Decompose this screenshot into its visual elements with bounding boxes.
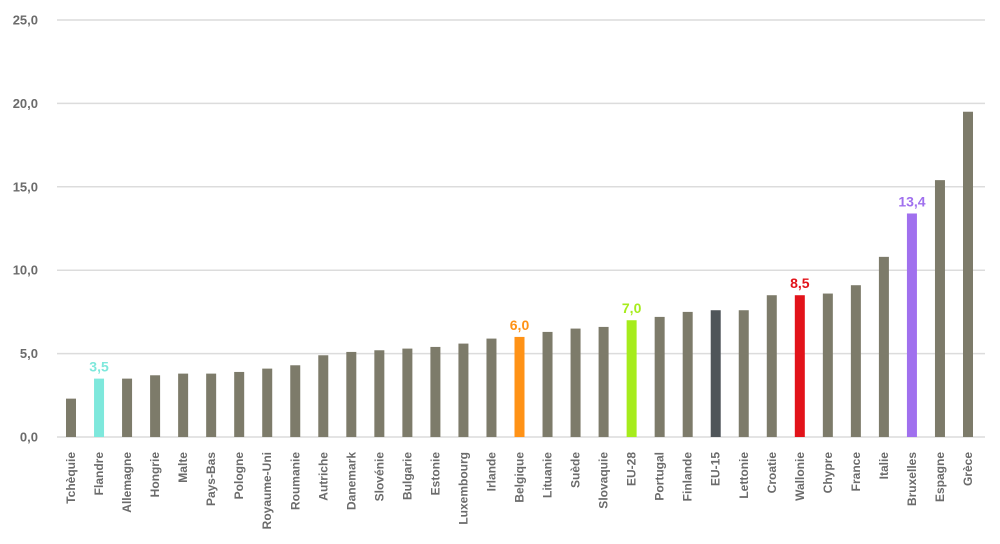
bar — [402, 348, 413, 437]
bar — [850, 285, 861, 437]
x-category-label: Grèce — [961, 452, 975, 486]
bar — [766, 295, 777, 437]
x-category-label: Slovénie — [372, 452, 386, 502]
bar — [682, 311, 693, 437]
bar — [738, 310, 749, 437]
x-category-label: Estonie — [428, 452, 442, 496]
x-category-label: Hongrie — [148, 452, 162, 498]
x-category-label: Autriche — [316, 452, 330, 501]
bar — [458, 343, 469, 437]
bar — [906, 213, 917, 437]
x-category-label: France — [849, 452, 863, 492]
x-category-label: Pays-Bas — [204, 452, 218, 506]
x-category-label: Lituanie — [541, 452, 555, 498]
bar — [178, 373, 189, 437]
x-category-label: Belgique — [513, 452, 527, 503]
x-category-label: Flandre — [92, 452, 106, 496]
data-labels: 3,5 6,0 7,0 8,5 13,4 — [89, 193, 925, 374]
x-category-label: Allemagne — [120, 452, 134, 513]
x-category-label: EU-28 — [625, 452, 639, 486]
x-category-label: Suède — [569, 452, 583, 488]
x-axis-category-labels: Tchèquie Flandre Allemagne Hongrie Malte Pays… — [64, 452, 975, 530]
bar — [94, 378, 105, 437]
y-tick-label: 5,0 — [20, 346, 38, 361]
x-category-label: Slovaquie — [597, 452, 611, 509]
x-category-label: Pologne — [232, 452, 246, 500]
x-category-label: Tchèquie — [64, 452, 78, 504]
y-tick-label: 15,0 — [13, 179, 38, 194]
bar — [290, 365, 301, 437]
x-category-label: Danemark — [344, 452, 358, 510]
y-tick-label: 10,0 — [13, 263, 38, 278]
x-category-label: Chypre — [821, 452, 835, 494]
bar — [654, 316, 665, 437]
bar — [626, 320, 637, 437]
bar — [430, 346, 441, 437]
data-label: 13,4 — [898, 193, 925, 209]
bar — [514, 336, 525, 437]
x-category-label: Espagne — [933, 452, 947, 502]
data-label: 8,5 — [790, 275, 810, 291]
bar — [710, 310, 721, 437]
bar — [206, 373, 217, 437]
x-category-label: Roumanie — [288, 452, 302, 510]
bar — [963, 111, 973, 438]
bar — [542, 331, 553, 437]
x-category-label: Wallonie — [793, 452, 807, 501]
bar — [262, 368, 273, 437]
data-label: 3,5 — [89, 359, 109, 375]
x-category-label: Italie — [877, 452, 891, 480]
bar — [234, 371, 245, 437]
bar — [822, 293, 833, 437]
bar — [794, 295, 805, 437]
bar — [150, 375, 161, 437]
bar — [66, 398, 76, 437]
bar — [318, 355, 329, 437]
x-category-label: Croatie — [765, 452, 779, 494]
x-category-label: Bulgarie — [400, 452, 414, 500]
x-category-label: Finlande — [681, 452, 695, 502]
x-category-label: Luxembourg — [456, 452, 470, 525]
x-category-label: Malte — [176, 452, 190, 483]
y-axis-tick-labels: 0,0 5,0 10,0 15,0 20,0 25,0 — [13, 13, 38, 445]
data-label: 6,0 — [510, 317, 530, 333]
bars — [66, 111, 973, 438]
x-category-label: Royaume-Uni — [260, 452, 274, 529]
x-category-label: Irlande — [484, 452, 498, 492]
bar — [122, 378, 133, 437]
bar — [570, 328, 581, 437]
y-tick-label: 20,0 — [13, 96, 38, 111]
x-category-label: Lettonie — [737, 452, 751, 499]
bar — [878, 256, 889, 437]
y-tick-label: 25,0 — [13, 13, 38, 28]
x-category-label: Portugal — [653, 452, 667, 501]
bar — [486, 338, 497, 437]
data-label: 7,0 — [622, 300, 642, 316]
bar — [598, 326, 609, 437]
bar — [346, 351, 357, 437]
bar — [934, 180, 945, 438]
x-category-label: EU-15 — [709, 452, 723, 486]
x-category-label: Bruxelles — [905, 452, 919, 506]
bar — [374, 350, 385, 437]
y-tick-label: 0,0 — [20, 430, 38, 445]
